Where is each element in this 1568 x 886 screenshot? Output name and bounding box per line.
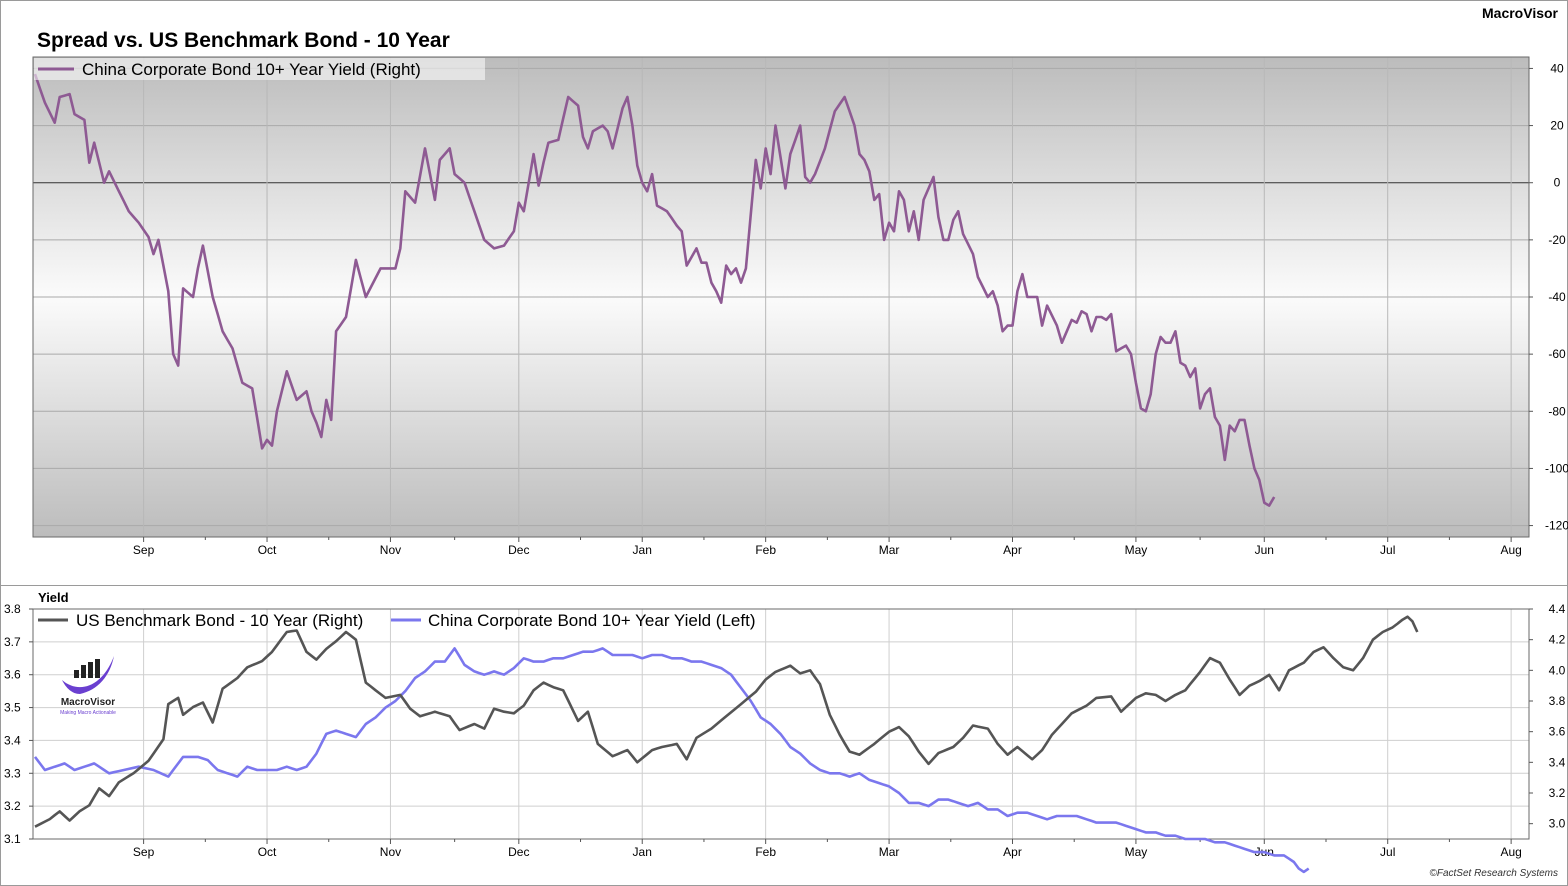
bottom-right-tick-label: 3.4 xyxy=(1549,755,1566,769)
top-x-tick-label: Nov xyxy=(380,543,401,557)
top-chart-title: Spread vs. US Benchmark Bond - 10 Year xyxy=(37,29,450,52)
top-y-tick-label: -60 xyxy=(1548,347,1566,361)
top-x-tick-label: Sep xyxy=(133,543,155,557)
bottom-right-tick-label: 4.0 xyxy=(1549,663,1566,677)
top-x-tick-label: Dec xyxy=(508,543,529,557)
top-y-tick-label: 40 xyxy=(1550,61,1564,75)
top-y-tick-label: -120 xyxy=(1545,519,1568,533)
top-x-tick-label: Mar xyxy=(879,543,900,557)
bottom-left-tick-label: 3.7 xyxy=(4,635,21,649)
bottom-right-tick-label: 4.2 xyxy=(1549,633,1566,647)
bottom-legend: US Benchmark Bond - 10 Year (Right) Chin… xyxy=(38,611,755,630)
bottom-x-tick-label: Jul xyxy=(1380,845,1395,859)
top-y-tick-label: 0 xyxy=(1554,176,1561,190)
bottom-x-tick-label: Oct xyxy=(258,845,277,859)
panel-divider xyxy=(0,585,1568,586)
legend-label-spread: China Corporate Bond 10+ Year Yield (Rig… xyxy=(82,60,421,79)
top-y-tick-label: -40 xyxy=(1548,290,1566,304)
bottom-left-tick-label: 3.1 xyxy=(4,832,21,846)
bottom-left-tick-label: 3.3 xyxy=(4,766,21,780)
source-credit: ©FactSet Research Systems xyxy=(1429,868,1558,879)
bottom-x-tick-label: Mar xyxy=(879,845,900,859)
bottom-left-tick-label: 3.6 xyxy=(4,668,21,682)
top-x-tick-label: Jul xyxy=(1380,543,1395,557)
bottom-right-tick-label: 4.4 xyxy=(1549,602,1566,616)
top-legend: China Corporate Bond 10+ Year Yield (Rig… xyxy=(34,58,485,80)
logo-name: MacroVisor xyxy=(60,697,116,708)
top-y-tick-label: -20 xyxy=(1548,233,1566,247)
bottom-x-tick-label: Aug xyxy=(1500,845,1521,859)
us-bond-line xyxy=(34,615,1419,828)
bottom-x-tick-label: Apr xyxy=(1003,845,1022,859)
top-x-tick-label: Aug xyxy=(1500,543,1521,557)
bottom-plot-border xyxy=(32,608,1530,840)
macrovisor-logo xyxy=(62,656,114,694)
top-x-tick-label: May xyxy=(1125,543,1148,557)
bottom-chart-title: Yield xyxy=(38,590,69,605)
logo-tagline: Making Macro Actionable xyxy=(60,710,116,716)
top-x-tick-label: Feb xyxy=(755,543,776,557)
bottom-x-tick-label: Sep xyxy=(133,845,155,859)
china-bond-line xyxy=(33,647,1310,874)
bottom-right-tick-label: 3.8 xyxy=(1549,694,1566,708)
legend-label-china-bond: China Corporate Bond 10+ Year Yield (Lef… xyxy=(428,611,755,630)
bottom-left-tick-label: 3.2 xyxy=(4,799,21,813)
top-y-tick-label: -100 xyxy=(1545,461,1568,475)
bottom-x-tick-label: Jan xyxy=(633,845,652,859)
top-x-tick-label: Oct xyxy=(258,543,277,557)
top-y-tick-label: -80 xyxy=(1548,404,1566,418)
top-y-tick-label: 20 xyxy=(1550,119,1564,133)
bottom-right-tick-label: 3.2 xyxy=(1549,786,1566,800)
bottom-right-tick-label: 3.0 xyxy=(1549,817,1566,831)
bottom-x-tick-label: Feb xyxy=(755,845,776,859)
bottom-x-tick-label: Nov xyxy=(380,845,401,859)
bottom-left-tick-label: 3.4 xyxy=(4,733,21,747)
bottom-x-tick-label: Dec xyxy=(508,845,529,859)
top-x-tick-label: Jun xyxy=(1255,543,1274,557)
brand-label: MacroVisor xyxy=(1482,5,1558,21)
spread-line xyxy=(33,73,1276,507)
top-x-tick-label: Apr xyxy=(1003,543,1022,557)
bottom-left-tick-label: 3.5 xyxy=(4,701,21,715)
bottom-right-tick-label: 3.6 xyxy=(1549,725,1566,739)
top-x-tick-label: Jan xyxy=(633,543,652,557)
legend-label-us-bond: US Benchmark Bond - 10 Year (Right) xyxy=(76,611,363,630)
bottom-left-tick-label: 3.8 xyxy=(4,602,21,616)
bottom-plot-area xyxy=(33,609,1529,839)
bottom-x-tick-label: May xyxy=(1125,845,1148,859)
